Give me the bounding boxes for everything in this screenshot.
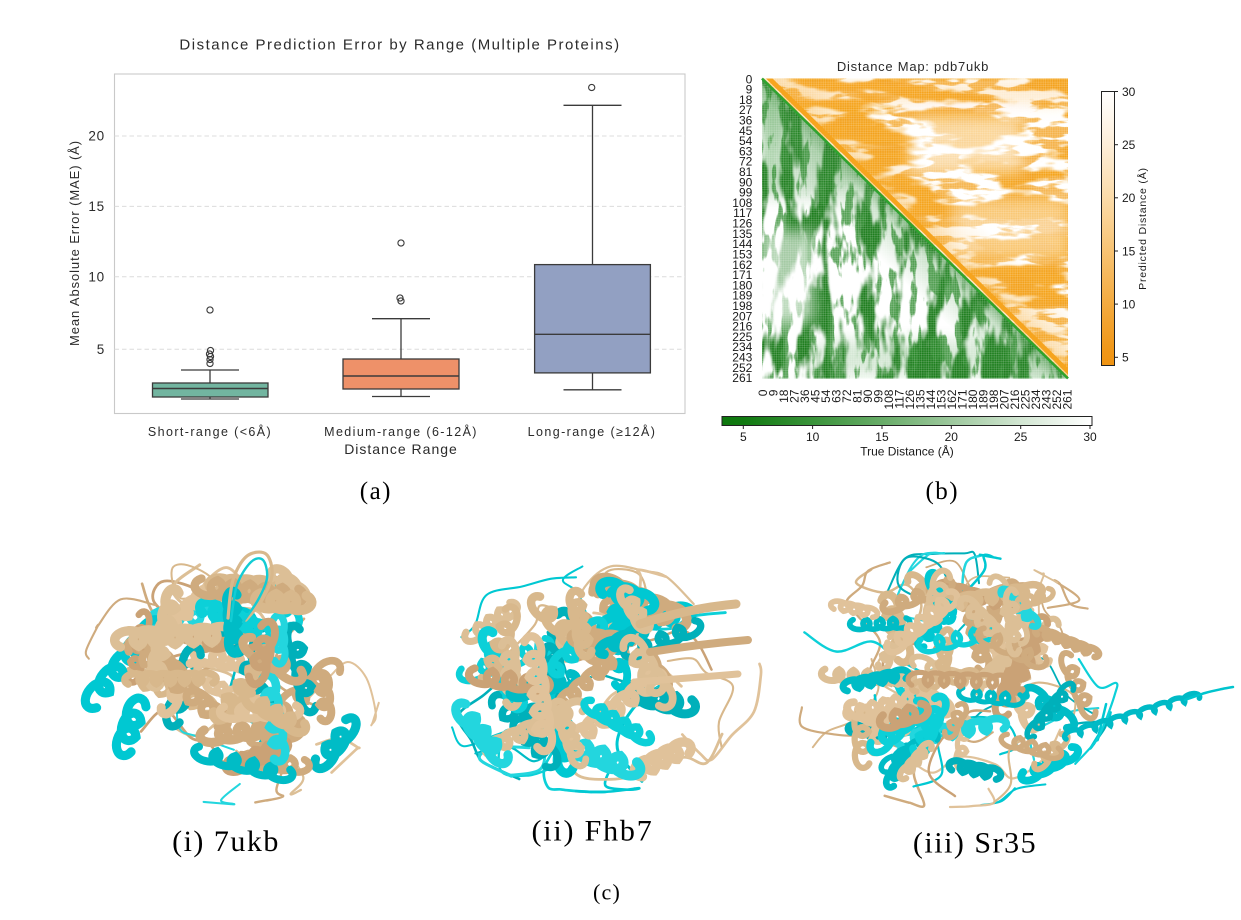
svg-text:126: 126 [903, 389, 917, 409]
svg-text:90: 90 [739, 175, 753, 189]
svg-text:Mean Absolute Error (MAE) (Å): Mean Absolute Error (MAE) (Å) [67, 140, 82, 346]
svg-text:225: 225 [1019, 389, 1033, 409]
svg-text:207: 207 [998, 389, 1012, 409]
svg-text:72: 72 [840, 389, 854, 403]
svg-text:20: 20 [88, 129, 105, 144]
svg-text:261: 261 [1061, 389, 1075, 409]
svg-text:63: 63 [739, 144, 753, 158]
svg-text:Distance Map: pdb7ukb: Distance Map: pdb7ukb [837, 59, 989, 74]
svg-text:Short-range (<6Å): Short-range (<6Å) [148, 424, 272, 439]
svg-text:(iii) Sr35: (iii) Sr35 [913, 827, 1037, 860]
svg-text:198: 198 [987, 389, 1001, 409]
svg-text:5: 5 [97, 342, 105, 357]
svg-text:90: 90 [861, 389, 875, 403]
svg-text:234: 234 [1029, 389, 1043, 409]
svg-text:234: 234 [732, 340, 752, 354]
svg-text:99: 99 [739, 186, 753, 200]
svg-text:18: 18 [777, 389, 791, 403]
svg-text:171: 171 [732, 268, 752, 282]
svg-text:Distance Range: Distance Range [344, 441, 458, 457]
svg-text:0: 0 [756, 389, 770, 396]
svg-text:216: 216 [732, 320, 752, 334]
svg-text:30: 30 [1122, 85, 1136, 99]
svg-text:81: 81 [850, 389, 864, 403]
svg-text:9: 9 [746, 83, 753, 97]
svg-text:30: 30 [1083, 430, 1097, 444]
svg-text:189: 189 [977, 389, 991, 409]
svg-text:15: 15 [88, 199, 105, 214]
svg-text:153: 153 [732, 247, 752, 261]
svg-text:243: 243 [732, 351, 752, 365]
svg-text:225: 225 [732, 330, 752, 344]
svg-text:(c): (c) [593, 880, 621, 905]
svg-text:252: 252 [732, 361, 752, 375]
svg-text:Predicted Distance (Å): Predicted Distance (Å) [1136, 167, 1149, 290]
svg-text:25: 25 [1014, 430, 1028, 444]
svg-text:25: 25 [1122, 138, 1136, 152]
svg-text:Medium-range (6-12Å): Medium-range (6-12Å) [324, 424, 478, 439]
svg-text:45: 45 [739, 124, 753, 138]
svg-text:108: 108 [732, 196, 752, 210]
svg-text:108: 108 [882, 389, 896, 409]
svg-text:72: 72 [739, 155, 753, 169]
svg-text:15: 15 [1122, 244, 1136, 258]
svg-text:Long-range (≥12Å): Long-range (≥12Å) [528, 424, 657, 439]
svg-text:126: 126 [732, 217, 752, 231]
svg-text:135: 135 [732, 227, 752, 241]
svg-text:5: 5 [1122, 351, 1129, 365]
svg-text:144: 144 [732, 237, 752, 251]
svg-text:261: 261 [732, 371, 752, 385]
svg-text:True Distance (Å): True Distance (Å) [860, 444, 954, 459]
svg-text:(b): (b) [925, 478, 959, 505]
svg-text:189: 189 [732, 289, 752, 303]
svg-text:180: 180 [966, 389, 980, 409]
svg-text:0: 0 [746, 72, 753, 86]
svg-text:20: 20 [945, 430, 959, 444]
svg-text:243: 243 [1040, 389, 1054, 409]
svg-text:27: 27 [739, 103, 753, 117]
svg-text:15: 15 [875, 430, 889, 444]
svg-text:216: 216 [1008, 389, 1022, 409]
svg-text:10: 10 [1122, 297, 1136, 311]
svg-text:54: 54 [819, 389, 833, 403]
svg-text:180: 180 [732, 278, 752, 292]
svg-text:(i) 7ukb: (i) 7ukb [172, 825, 280, 858]
svg-text:252: 252 [1050, 389, 1064, 409]
svg-text:117: 117 [733, 206, 752, 220]
svg-text:81: 81 [739, 165, 753, 179]
svg-text:99: 99 [871, 389, 885, 403]
svg-text:36: 36 [798, 389, 812, 403]
svg-text:171: 171 [956, 389, 970, 409]
svg-text:198: 198 [732, 299, 752, 313]
svg-text:135: 135 [913, 389, 927, 409]
svg-text:63: 63 [829, 389, 843, 403]
svg-text:9: 9 [766, 389, 780, 396]
svg-text:162: 162 [732, 258, 752, 272]
svg-text:18: 18 [739, 93, 753, 107]
svg-text:10: 10 [806, 430, 820, 444]
svg-text:(a): (a) [360, 478, 392, 505]
svg-text:207: 207 [732, 309, 752, 323]
svg-text:45: 45 [808, 389, 822, 403]
svg-text:117: 117 [892, 389, 906, 408]
svg-text:36: 36 [739, 113, 753, 127]
svg-text:162: 162 [945, 389, 959, 409]
svg-text:(ii) Fhb7: (ii) Fhb7 [531, 815, 653, 848]
svg-text:10: 10 [88, 270, 105, 285]
svg-text:20: 20 [1122, 191, 1136, 205]
svg-text:54: 54 [739, 134, 753, 148]
svg-text:Distance Prediction Error by R: Distance Prediction Error by Range (Mult… [179, 37, 620, 54]
svg-text:5: 5 [740, 430, 747, 444]
svg-text:153: 153 [934, 389, 948, 409]
svg-text:27: 27 [787, 389, 801, 403]
svg-text:144: 144 [924, 389, 938, 409]
